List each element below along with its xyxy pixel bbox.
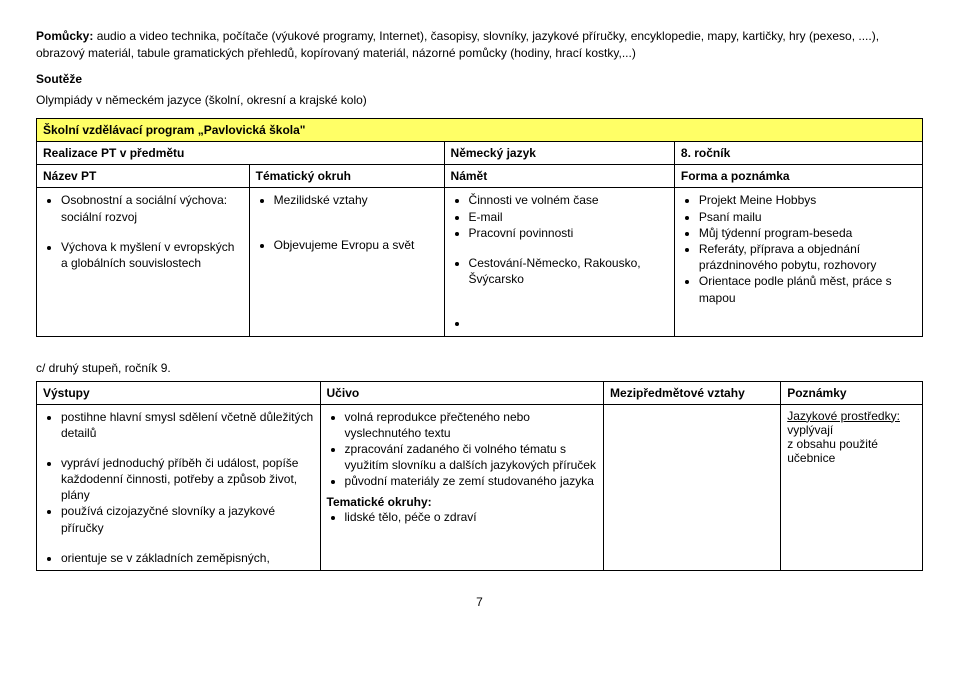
sub-c: c/ druhý stupeň, ročník 9. bbox=[36, 361, 923, 375]
t2-head-c2: Učivo bbox=[320, 381, 604, 404]
list-item: zpracování zadaného či volného tématu s … bbox=[345, 441, 598, 473]
t1-head-c1: Název PT bbox=[37, 165, 250, 188]
t2-c4-line: vyplývají bbox=[787, 423, 833, 437]
souteze-label: Soutěže bbox=[36, 72, 923, 86]
list-item: Orientace podle plánů měst, práce s mapo… bbox=[699, 273, 916, 305]
pomucky-label: Pomůcky: bbox=[36, 29, 93, 43]
list-item: Činnosti ve volném čase bbox=[469, 192, 668, 208]
list-item: Psaní mailu bbox=[699, 209, 916, 225]
t1-head-c2: Tématický okruh bbox=[249, 165, 444, 188]
list-item: Cestování-Německo, Rakousko, Švýcarsko bbox=[469, 255, 668, 287]
t2-c4: Jazykové prostředky: vyplývají z obsahu … bbox=[781, 404, 923, 571]
t1-c3: Činnosti ve volném čase E-mail Pracovní … bbox=[444, 188, 674, 336]
t2-subhead: Tematické okruhy: bbox=[327, 495, 598, 509]
rocnik-label: 8. ročník bbox=[674, 142, 922, 165]
list-item: Projekt Meine Hobbys bbox=[699, 192, 916, 208]
t2-c4-line: z obsahu použité bbox=[787, 437, 878, 451]
t2-c1: postihne hlavní smysl sdělení včetně důl… bbox=[37, 404, 321, 571]
list-item: Mezilidské vztahy bbox=[274, 192, 438, 208]
t1-c4: Projekt Meine Hobbys Psaní mailu Můj týd… bbox=[674, 188, 922, 336]
list-item: lidské tělo, péče o zdraví bbox=[345, 509, 598, 525]
t2-c4-line: učebnice bbox=[787, 451, 835, 465]
list-item: používá cizojazyčné slovníky a jazykové … bbox=[61, 503, 314, 535]
table-vystupy: Výstupy Učivo Mezipředmětové vztahy Pozn… bbox=[36, 381, 923, 572]
t2-head-c3: Mezipředmětové vztahy bbox=[604, 381, 781, 404]
pomucky-text: audio a video technika, počítače (výukov… bbox=[36, 29, 879, 60]
t2-c3 bbox=[604, 404, 781, 571]
list-item: E-mail bbox=[469, 209, 668, 225]
t2-c2: volná reprodukce přečteného nebo vyslech… bbox=[320, 404, 604, 571]
t1-head-c3: Námět bbox=[444, 165, 674, 188]
list-item: Pracovní povinnosti bbox=[469, 225, 668, 241]
t2-head-c4: Poznámky bbox=[781, 381, 923, 404]
list-item: postihne hlavní smysl sdělení včetně důl… bbox=[61, 409, 314, 441]
t1-head-c4: Forma a poznámka bbox=[674, 165, 922, 188]
t2-head-c1: Výstupy bbox=[37, 381, 321, 404]
list-item: volná reprodukce přečteného nebo vyslech… bbox=[345, 409, 598, 441]
yellow-title: Školní vzdělávací program „Pavlovická šk… bbox=[37, 119, 923, 142]
t2-c4-title: Jazykové prostředky: bbox=[787, 409, 900, 423]
t1-c2: Mezilidské vztahy Objevujeme Evropu a sv… bbox=[249, 188, 444, 336]
list-item bbox=[469, 315, 668, 331]
list-item: Výchova k myšlení v evropských a globáln… bbox=[61, 239, 243, 271]
t1-c1: Osobnostní a sociální výchova: sociální … bbox=[37, 188, 250, 336]
jazyk-label: Německý jazyk bbox=[444, 142, 674, 165]
list-item: původní materiály ze zemí studovaného ja… bbox=[345, 473, 598, 489]
list-item: Referáty, příprava a objednání prázdnino… bbox=[699, 241, 916, 273]
table-program: Školní vzdělávací program „Pavlovická šk… bbox=[36, 118, 923, 336]
souteze-text: Olympiády v německém jazyce (školní, okr… bbox=[36, 92, 923, 109]
realizace-label: Realizace PT v předmětu bbox=[37, 142, 445, 165]
pomucky-paragraph: Pomůcky: audio a video technika, počítač… bbox=[36, 28, 923, 62]
page-number: 7 bbox=[36, 595, 923, 609]
list-item: Můj týdenní program-beseda bbox=[699, 225, 916, 241]
list-item: Objevujeme Evropu a svět bbox=[274, 237, 438, 253]
list-item: vypráví jednoduchý příběh či událost, po… bbox=[61, 455, 314, 504]
list-item: Osobnostní a sociální výchova: sociální … bbox=[61, 192, 243, 224]
list-item: orientuje se v základních zeměpisných, bbox=[61, 550, 314, 566]
